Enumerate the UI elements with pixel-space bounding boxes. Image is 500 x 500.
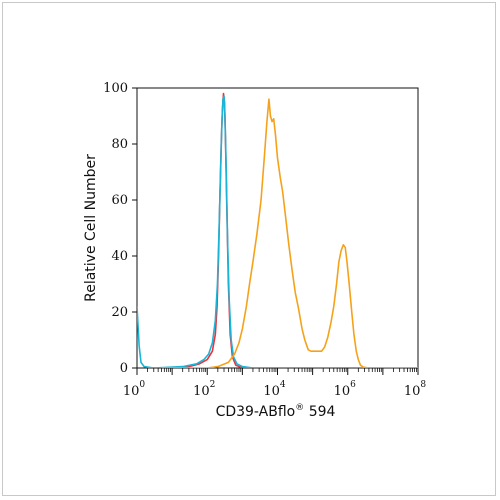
y-tick-label: 20 (111, 305, 128, 320)
series-line-orange (161, 98, 418, 368)
x-tick-base: 10 (193, 384, 210, 399)
x-tick-exponent: 6 (350, 380, 356, 390)
y-tick-label: 60 (111, 193, 128, 208)
x-tick-exponent: 8 (420, 380, 426, 390)
series-line-red (147, 92, 418, 368)
series-line-blue (137, 95, 418, 368)
x-axis-title-main: CD39-ABflo (216, 404, 296, 420)
y-tick-label: 80 (111, 137, 128, 152)
x-tick-label: 102 (193, 380, 215, 399)
y-axis-title: Relative Cell Number (83, 154, 99, 302)
x-tick-base: 10 (263, 384, 280, 399)
x-tick-label: 100 (123, 380, 146, 399)
plot-area (136, 87, 419, 369)
y-axis: 0 20 40 60 80 100 (103, 81, 137, 376)
x-axis-title: CD39-ABflo® 594 (216, 403, 336, 420)
x-axis-title-suffix: 594 (304, 404, 335, 420)
x-tick-label: 106 (334, 380, 357, 399)
x-tick-exponent: 0 (139, 380, 145, 390)
x-tick-base: 10 (404, 384, 421, 399)
x-tick-label: 108 (404, 380, 427, 399)
y-tick-label: 0 (120, 361, 128, 376)
x-tick-base: 10 (123, 384, 140, 399)
x-tick-exponent: 4 (280, 380, 286, 390)
figure-frame (2, 2, 496, 496)
y-tick-label: 100 (103, 81, 128, 96)
y-tick-label: 40 (111, 249, 128, 264)
x-tick-base: 10 (334, 384, 351, 399)
series-layer (137, 92, 418, 368)
x-axis-title-superscript: ® (295, 403, 304, 413)
x-tick-label: 104 (263, 380, 286, 399)
x-tick-exponent: 2 (210, 380, 216, 390)
x-axis: 100 102 104 106 108 (123, 368, 427, 399)
